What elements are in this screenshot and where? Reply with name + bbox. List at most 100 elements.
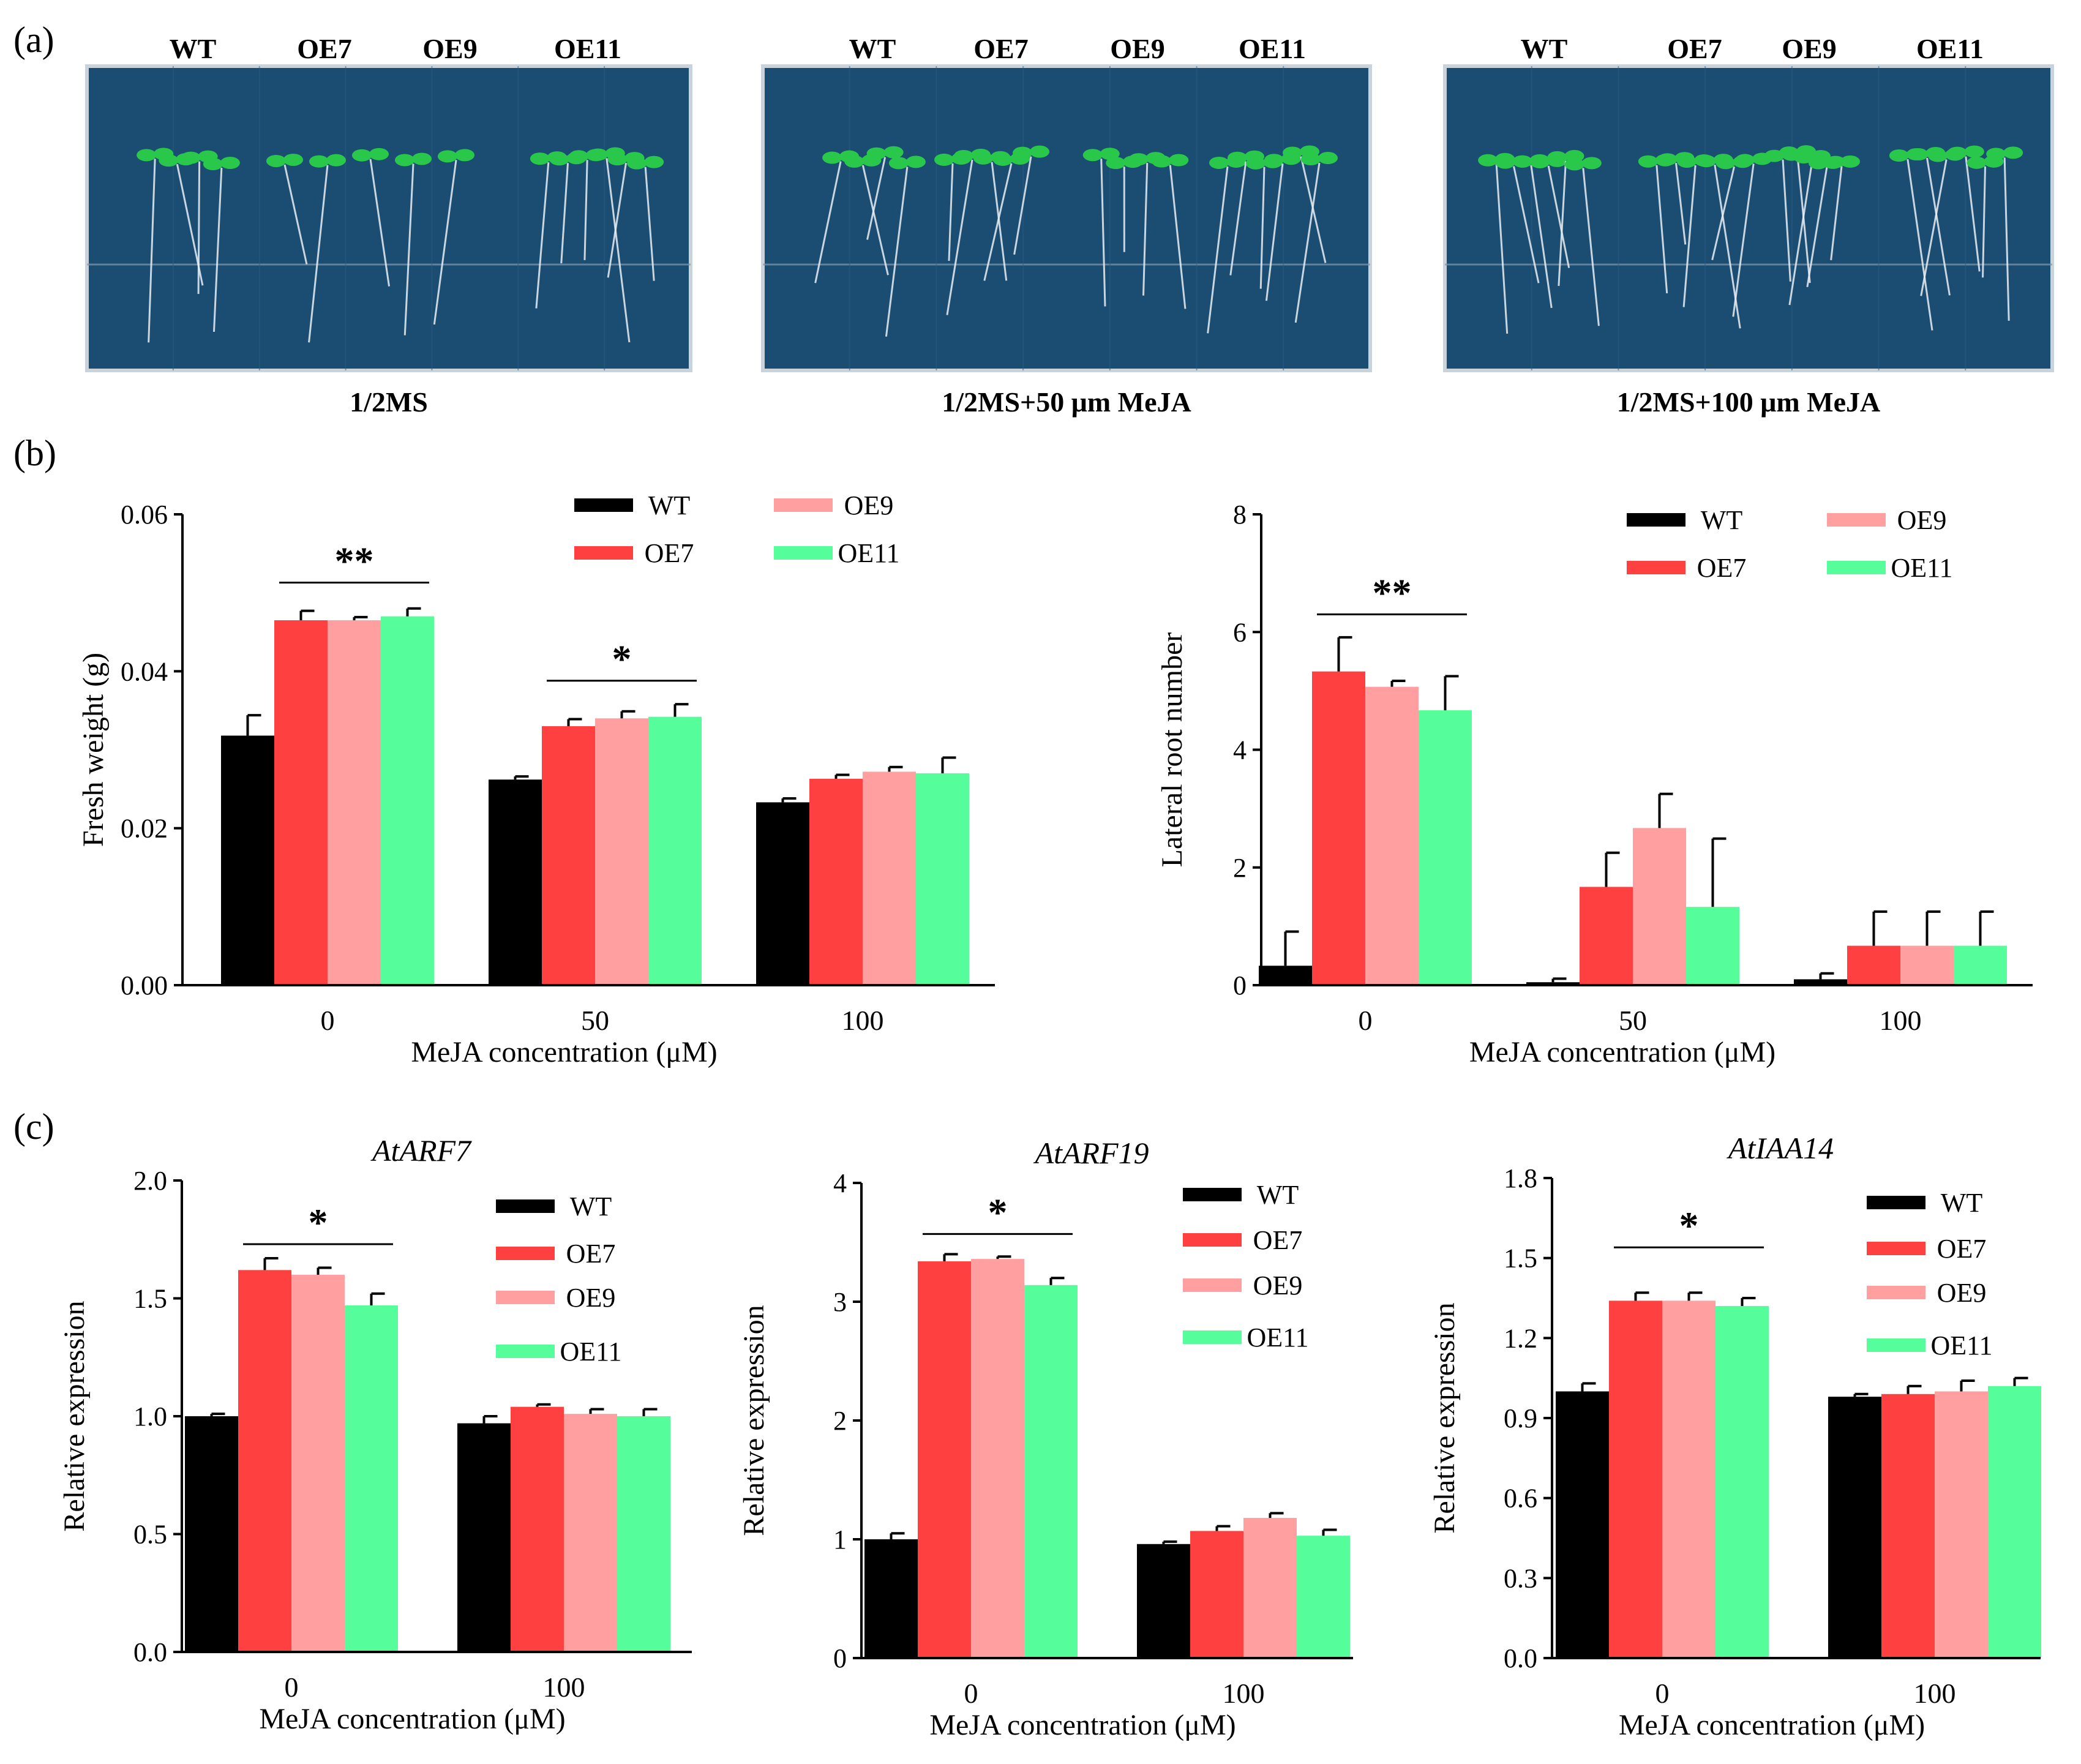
legend-label: OE7 xyxy=(1937,1234,1987,1264)
bar-oe7 xyxy=(1312,671,1365,985)
significance-marker: * xyxy=(612,637,632,681)
bar-oe11 xyxy=(1024,1285,1078,1658)
bar-wt xyxy=(221,735,274,985)
bar-wt xyxy=(1794,979,1847,985)
root xyxy=(946,159,973,315)
cotyledon xyxy=(1152,155,1172,168)
bar-oe11 xyxy=(916,773,969,985)
cotyledon xyxy=(1638,155,1658,168)
root xyxy=(308,165,329,343)
root xyxy=(535,162,550,309)
x-axis-label: MeJA concentration (μM) xyxy=(1469,1036,1775,1068)
chart-0: 0 50 100 0.00 0.02 0.04 0.06 MeJA concentration… xyxy=(77,490,995,1068)
x-axis-label: MeJA concentration (μM) xyxy=(929,1709,1235,1741)
significance-marker: ** xyxy=(335,539,374,583)
root xyxy=(1207,166,1229,334)
cotyledon xyxy=(1512,155,1532,168)
cotyledon xyxy=(644,156,664,168)
legend-swatch-wt xyxy=(1627,513,1685,527)
cotyledon xyxy=(283,153,303,166)
cotyledon xyxy=(1764,149,1784,162)
bar-oe11 xyxy=(648,716,702,985)
legend-swatch-oe11 xyxy=(1827,561,1886,574)
root xyxy=(948,163,954,261)
root xyxy=(560,163,569,264)
cotyledon xyxy=(203,158,223,171)
y-tick-label: 8 xyxy=(1233,500,1247,530)
cotyledon xyxy=(844,155,864,168)
bar-wt xyxy=(1556,1391,1609,1658)
cotyledon xyxy=(1928,149,1948,162)
panel-label: (b) xyxy=(13,433,56,473)
y-tick-label: 1.5 xyxy=(1504,1244,1537,1274)
cotyledon xyxy=(1169,154,1189,167)
y-tick-label: 1.0 xyxy=(133,1402,167,1432)
root xyxy=(212,167,223,332)
bar-oe11 xyxy=(1419,710,1472,985)
cotyledon xyxy=(326,154,346,167)
root xyxy=(583,160,588,260)
legend-swatch-oe7 xyxy=(1627,561,1685,574)
legend-swatch-oe7 xyxy=(1867,1242,1925,1255)
bar-oe9 xyxy=(1633,828,1686,985)
cotyledon xyxy=(1128,153,1149,166)
legend-swatch-oe7 xyxy=(1183,1233,1242,1247)
bar-oe7 xyxy=(1190,1531,1243,1658)
root xyxy=(861,165,889,276)
cotyledon xyxy=(1209,156,1229,169)
root xyxy=(1655,165,1668,294)
cotyledon xyxy=(1809,157,1828,170)
y-axis-label: Relative expression xyxy=(58,1300,91,1531)
root xyxy=(866,157,887,240)
legend-swatch-wt xyxy=(1183,1188,1242,1201)
root xyxy=(197,161,201,295)
legend-label: OE7 xyxy=(645,538,694,568)
significance-marker: ** xyxy=(1373,571,1412,614)
cotyledon xyxy=(1908,148,1929,161)
x-tick-label: 0 xyxy=(964,1678,978,1709)
legend-swatch-oe9 xyxy=(1827,513,1886,527)
plate xyxy=(761,64,1372,372)
legend-label: OE9 xyxy=(566,1283,616,1313)
bar-oe9 xyxy=(1365,686,1419,985)
cotyledon xyxy=(954,149,973,162)
root xyxy=(283,164,308,265)
cotyledon xyxy=(1301,153,1321,166)
root xyxy=(403,163,414,336)
cotyledon xyxy=(1106,157,1126,170)
y-tick-label: 0.5 xyxy=(133,1520,167,1550)
cotyledon xyxy=(1696,155,1716,168)
cotyledon xyxy=(934,153,954,166)
root xyxy=(1782,159,1791,282)
cotyledon xyxy=(993,153,1013,166)
legend-label: OE7 xyxy=(566,1239,616,1269)
chart-4: 0 100 0.0 0.3 0.6 0.9 1.2 1.5 1.8 MeJA concentrat… xyxy=(1428,1131,2041,1741)
root xyxy=(607,162,627,278)
cotyledon xyxy=(569,150,589,163)
legend-label: OE9 xyxy=(844,490,894,520)
cotyledon xyxy=(1581,157,1602,170)
cotyledon xyxy=(1246,157,1265,170)
cotyledon xyxy=(1947,146,1967,159)
legend-label: OE11 xyxy=(1930,1331,1992,1361)
y-tick-label: 0.02 xyxy=(121,814,168,844)
cotyledon xyxy=(1495,156,1515,169)
genotype-label: OE7 xyxy=(973,33,1028,64)
cotyledon xyxy=(530,152,550,165)
legend-label: OE11 xyxy=(1891,553,1952,583)
y-tick-label: 1.5 xyxy=(133,1284,167,1314)
chart-1: 0 50 100 0 2 4 6 8 MeJA concentration (μM) Latera… xyxy=(1156,500,2033,1068)
bar-oe9 xyxy=(564,1414,617,1652)
bar-oe11 xyxy=(345,1305,398,1652)
root xyxy=(1013,156,1032,255)
y-tick-label: 0.0 xyxy=(133,1637,167,1667)
plate-caption: 1/2MS xyxy=(350,386,428,418)
y-tick-label: 3 xyxy=(833,1287,847,1317)
genotype-label: WT xyxy=(1521,33,1568,64)
root xyxy=(1732,163,1755,317)
cotyledon xyxy=(181,151,201,164)
legend-swatch-wt xyxy=(1867,1196,1925,1209)
root xyxy=(1965,156,1981,272)
genotype-label: OE7 xyxy=(1667,33,1722,64)
y-axis-label: Relative expression xyxy=(738,1305,770,1536)
